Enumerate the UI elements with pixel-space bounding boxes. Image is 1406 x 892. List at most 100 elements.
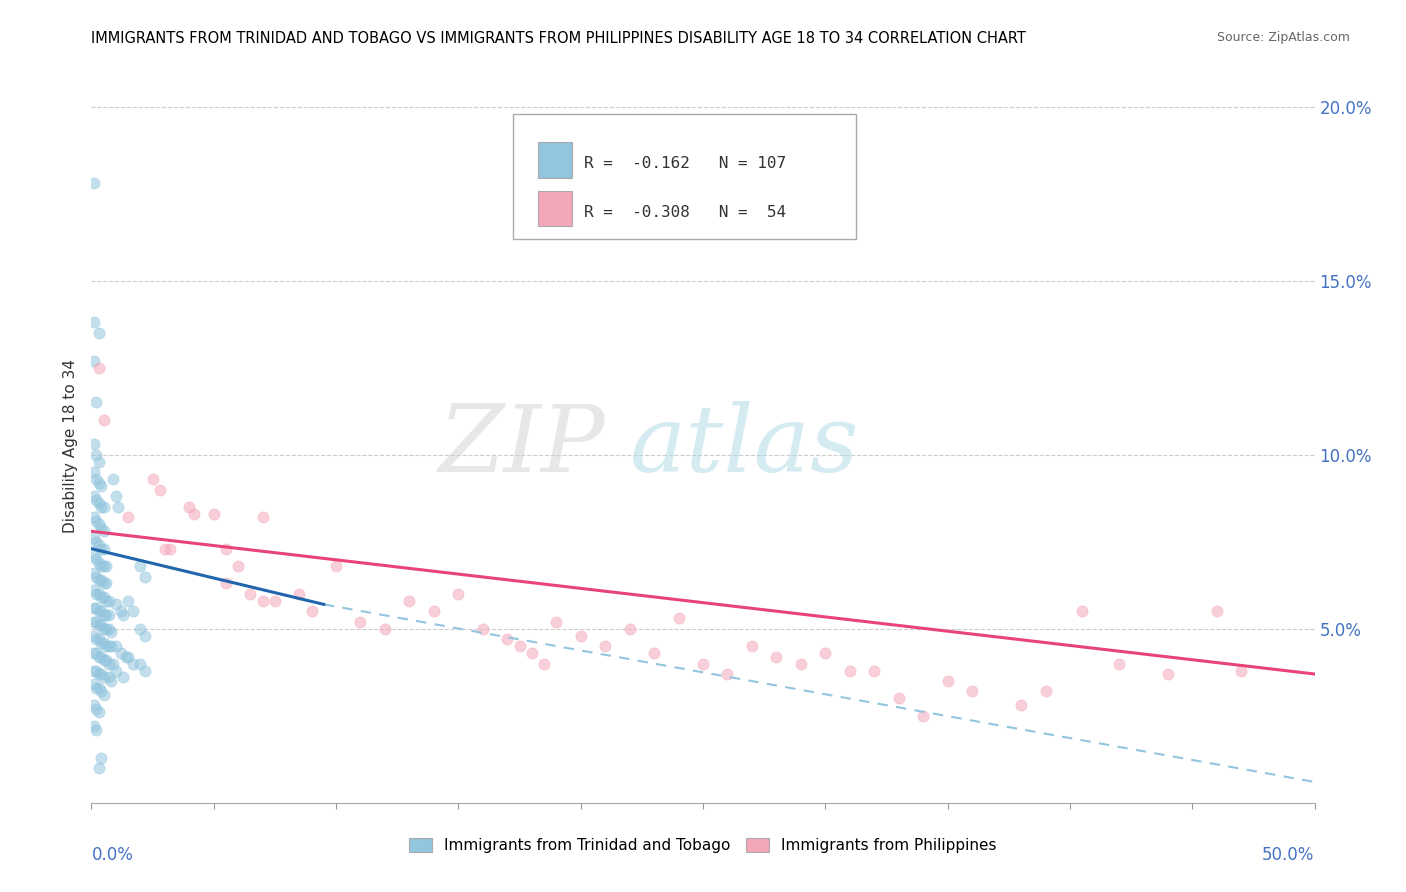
Point bbox=[239, 587, 262, 601]
Point bbox=[134, 569, 156, 583]
Point bbox=[84, 587, 107, 601]
Point bbox=[93, 591, 115, 605]
Point bbox=[814, 646, 837, 660]
Point bbox=[593, 639, 616, 653]
Point bbox=[97, 657, 120, 671]
Point bbox=[1010, 698, 1032, 713]
Point bbox=[83, 510, 105, 524]
Point bbox=[533, 657, 555, 671]
Point bbox=[90, 684, 112, 698]
Point bbox=[94, 653, 117, 667]
Text: 50.0%: 50.0% bbox=[1263, 846, 1315, 863]
Point bbox=[301, 604, 323, 618]
Point bbox=[104, 490, 127, 504]
Point bbox=[83, 437, 105, 451]
Point bbox=[84, 472, 107, 486]
Point bbox=[93, 671, 115, 685]
Point bbox=[93, 653, 115, 667]
Point bbox=[149, 483, 172, 497]
Point bbox=[93, 635, 115, 649]
Text: 0.0%: 0.0% bbox=[91, 846, 134, 863]
Point bbox=[349, 615, 371, 629]
Point bbox=[90, 604, 112, 618]
Point bbox=[83, 176, 105, 190]
Point bbox=[423, 604, 446, 618]
Point bbox=[141, 472, 163, 486]
Point bbox=[94, 576, 117, 591]
Point bbox=[93, 524, 115, 539]
Point bbox=[215, 576, 238, 591]
Point bbox=[84, 395, 107, 409]
Point bbox=[117, 510, 139, 524]
Point bbox=[83, 465, 105, 479]
Point bbox=[83, 315, 105, 329]
Point bbox=[122, 604, 145, 618]
Point bbox=[90, 649, 112, 664]
Point bbox=[110, 604, 132, 618]
Point bbox=[112, 607, 135, 622]
Point bbox=[1108, 657, 1130, 671]
Point bbox=[87, 587, 110, 601]
Point bbox=[90, 635, 112, 649]
Point bbox=[1230, 664, 1253, 678]
Text: R =  -0.162   N = 107: R = -0.162 N = 107 bbox=[585, 156, 786, 171]
Point bbox=[104, 598, 127, 612]
Point bbox=[520, 646, 543, 660]
Point bbox=[93, 607, 115, 622]
Point bbox=[87, 649, 110, 664]
Point bbox=[84, 664, 107, 678]
Point bbox=[252, 594, 274, 608]
Point bbox=[97, 671, 120, 685]
Point bbox=[87, 326, 110, 340]
Y-axis label: Disability Age 18 to 34: Disability Age 18 to 34 bbox=[63, 359, 79, 533]
Point bbox=[84, 534, 107, 549]
Point bbox=[84, 569, 107, 583]
Point bbox=[93, 576, 115, 591]
Point bbox=[87, 556, 110, 570]
Point bbox=[94, 622, 117, 636]
Point bbox=[87, 455, 110, 469]
Point bbox=[960, 684, 983, 698]
Text: ZIP: ZIP bbox=[439, 401, 605, 491]
Point bbox=[226, 559, 249, 574]
Point bbox=[179, 500, 201, 514]
Point bbox=[90, 559, 112, 574]
Point bbox=[84, 448, 107, 462]
Point bbox=[90, 500, 112, 514]
Point bbox=[83, 490, 105, 504]
Point bbox=[90, 591, 112, 605]
Point bbox=[264, 594, 287, 608]
Point bbox=[87, 475, 110, 490]
Point bbox=[84, 600, 107, 615]
Point bbox=[100, 673, 122, 688]
Point bbox=[117, 594, 139, 608]
Point bbox=[103, 472, 125, 486]
Point bbox=[509, 639, 531, 653]
Point bbox=[129, 559, 152, 574]
Point bbox=[83, 646, 105, 660]
Point bbox=[83, 698, 105, 713]
Point bbox=[100, 625, 122, 640]
Point bbox=[912, 708, 935, 723]
Legend: Immigrants from Trinidad and Tobago, Immigrants from Philippines: Immigrants from Trinidad and Tobago, Imm… bbox=[404, 832, 1002, 859]
Point bbox=[94, 607, 117, 622]
Point bbox=[97, 622, 120, 636]
Point bbox=[129, 657, 152, 671]
Point bbox=[84, 702, 107, 716]
Point bbox=[471, 622, 494, 636]
Point bbox=[202, 507, 225, 521]
Point bbox=[90, 618, 112, 632]
Point bbox=[619, 622, 641, 636]
Point bbox=[83, 531, 105, 545]
Point bbox=[87, 667, 110, 681]
Point bbox=[790, 657, 813, 671]
Point bbox=[87, 538, 110, 552]
Point bbox=[87, 706, 110, 720]
Point bbox=[1157, 667, 1180, 681]
Point bbox=[863, 664, 886, 678]
Point bbox=[716, 667, 738, 681]
Point bbox=[110, 646, 132, 660]
Point bbox=[87, 517, 110, 532]
Point bbox=[936, 673, 959, 688]
Point bbox=[87, 681, 110, 695]
